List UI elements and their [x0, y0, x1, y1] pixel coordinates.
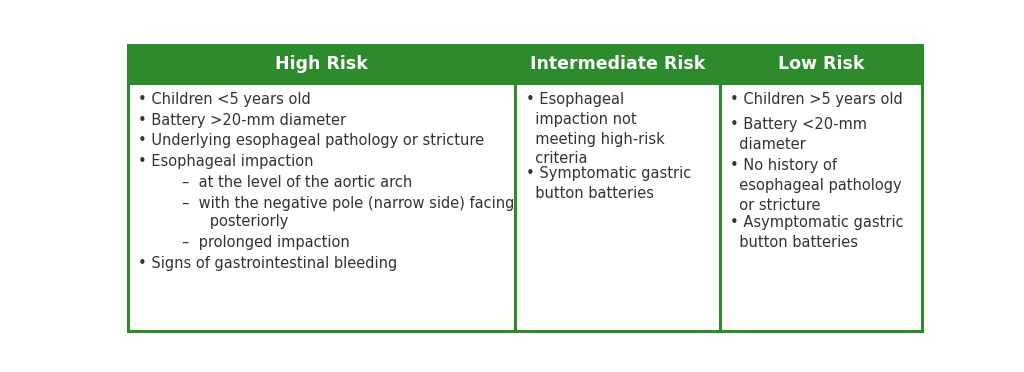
- Text: • Battery >20-mm diameter: • Battery >20-mm diameter: [138, 113, 346, 128]
- Text: –  at the level of the aortic arch: – at the level of the aortic arch: [182, 175, 413, 190]
- Text: Low Risk: Low Risk: [777, 55, 864, 73]
- Text: • Signs of gastrointestinal bleeding: • Signs of gastrointestinal bleeding: [138, 256, 397, 271]
- Text: –  prolonged impaction: – prolonged impaction: [182, 235, 350, 250]
- Bar: [515, 45, 720, 83]
- Bar: [720, 83, 922, 331]
- Text: • Symptomatic gastric
  button batteries: • Symptomatic gastric button batteries: [525, 166, 691, 201]
- Text: • Esophageal
  impaction not
  meeting high-risk
  criteria: • Esophageal impaction not meeting high-…: [525, 92, 665, 166]
- Text: • Esophageal impaction: • Esophageal impaction: [138, 154, 313, 169]
- Text: Intermediate Risk: Intermediate Risk: [530, 55, 706, 73]
- Text: –  with the negative pole (narrow side) facing
      posteriorly: – with the negative pole (narrow side) f…: [182, 196, 514, 230]
- Text: • No history of
  esophageal pathology
  or stricture: • No history of esophageal pathology or …: [730, 158, 902, 213]
- Text: • Children <5 years old: • Children <5 years old: [138, 92, 311, 107]
- Text: • Asymptomatic gastric
  button batteries: • Asymptomatic gastric button batteries: [730, 215, 904, 250]
- Bar: [128, 45, 515, 83]
- Text: High Risk: High Risk: [275, 55, 368, 73]
- Bar: [720, 45, 922, 83]
- Text: • Battery <20-mm
  diameter: • Battery <20-mm diameter: [730, 117, 867, 152]
- Bar: [128, 83, 515, 331]
- Text: • Children >5 years old: • Children >5 years old: [730, 92, 903, 107]
- Text: • Underlying esophageal pathology or stricture: • Underlying esophageal pathology or str…: [138, 134, 484, 148]
- Bar: [515, 83, 720, 331]
